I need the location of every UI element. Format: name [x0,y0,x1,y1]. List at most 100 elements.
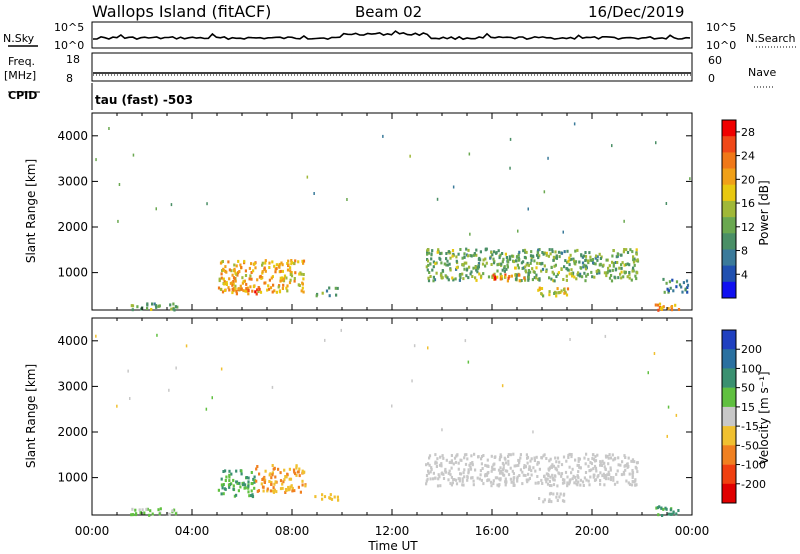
power-cell [552,279,555,283]
power-cell [564,259,567,263]
power-cell [260,276,263,280]
velocity-cell [248,494,251,498]
power-cell [264,269,267,273]
velocity-cell [578,457,581,461]
velocity-cell [512,476,515,480]
velocity-cell [158,512,161,516]
velocity-cell [603,483,606,487]
velocity-cell [577,459,580,463]
velocity-cell [450,454,453,457]
velocity-cell [596,475,599,479]
velocity-cell [463,475,466,479]
velocity-cell [657,513,660,517]
power-panel-frame [91,112,693,311]
power-cell [499,277,502,281]
velocity-cell [665,507,668,511]
power-cell [465,268,468,272]
colorbar-tick-label: 15 [741,401,755,414]
velocity-cell [217,488,220,492]
power-speck [469,232,471,236]
power-cell [290,274,294,278]
power-cell [568,256,571,260]
velocity-cell [501,468,504,472]
velocity-cell [609,466,612,470]
velocity-cell [323,495,327,499]
power-cell [575,277,578,281]
power-cell [289,273,292,276]
power-cell [558,255,561,259]
velocity-speck [467,360,470,364]
power-cell [170,307,173,311]
power-cell [315,294,318,298]
velocity-cell [573,481,576,485]
velocity-cell [528,465,531,469]
velocity-cell [512,452,515,456]
velocity-cell [480,462,483,466]
power-cell [455,266,458,270]
velocity-cell [552,492,555,496]
power-cell [580,254,583,258]
power-cell [504,275,507,279]
velocity-cell [149,509,152,513]
power-cell [440,275,443,279]
power-cell [512,260,516,264]
velocity-cell [247,480,250,484]
velocity-cell [463,468,466,472]
velocity-cell [283,468,286,472]
velocity-cell [656,506,659,510]
power-cell [446,276,449,280]
power-cell [302,290,305,294]
velocity-cell [228,473,231,477]
velocity-cell [450,466,453,470]
power-cell [426,259,430,263]
power-cell [538,262,541,265]
cpid-label: CPID [8,89,37,102]
velocity-cell [492,463,495,467]
velocity-cell [469,465,472,469]
power-cell [529,261,532,265]
power-cell [602,263,605,267]
velocity-cell [321,493,324,497]
power-cell [501,252,504,255]
power-cell [594,262,597,266]
velocity-speck [653,352,656,355]
power-cell [537,248,540,252]
power-cell [577,273,580,277]
velocity-cell [563,478,566,482]
velocity-cell [533,459,536,462]
power-cell [225,283,228,286]
power-cell [286,268,290,272]
power-cell [524,265,527,269]
velocity-cell [145,507,148,511]
power-cell [223,289,227,292]
power-cell [631,250,634,254]
velocity-cell [466,457,469,461]
velocity-cell [535,455,538,459]
velocity-cell [553,478,556,482]
velocity-cell [553,474,556,478]
velocity-cell [425,474,429,477]
velocity-cell [532,466,535,470]
freq-unit: [MHz] [4,69,36,82]
velocity-cell [579,483,582,487]
power-cell [530,256,533,259]
velocity-cell [561,478,565,482]
power-cell [440,251,443,255]
velocity-cell [434,476,437,480]
velocity-cell [492,479,495,483]
power-cell [630,278,633,282]
power-cell [478,272,481,276]
power-cell [545,270,548,273]
velocity-cell [612,476,615,480]
power-speck [665,202,668,205]
velocity-cell [627,481,630,485]
power-colorbar-label: Power [dB] [757,180,771,245]
velocity-cell [465,453,468,457]
power-cell [501,268,504,272]
velocity-cell [548,466,551,470]
velocity-cell [250,494,253,497]
velocity-cell [669,508,672,512]
power-cell [525,250,528,254]
power-cell [293,261,296,265]
velocity-cell [634,465,637,469]
